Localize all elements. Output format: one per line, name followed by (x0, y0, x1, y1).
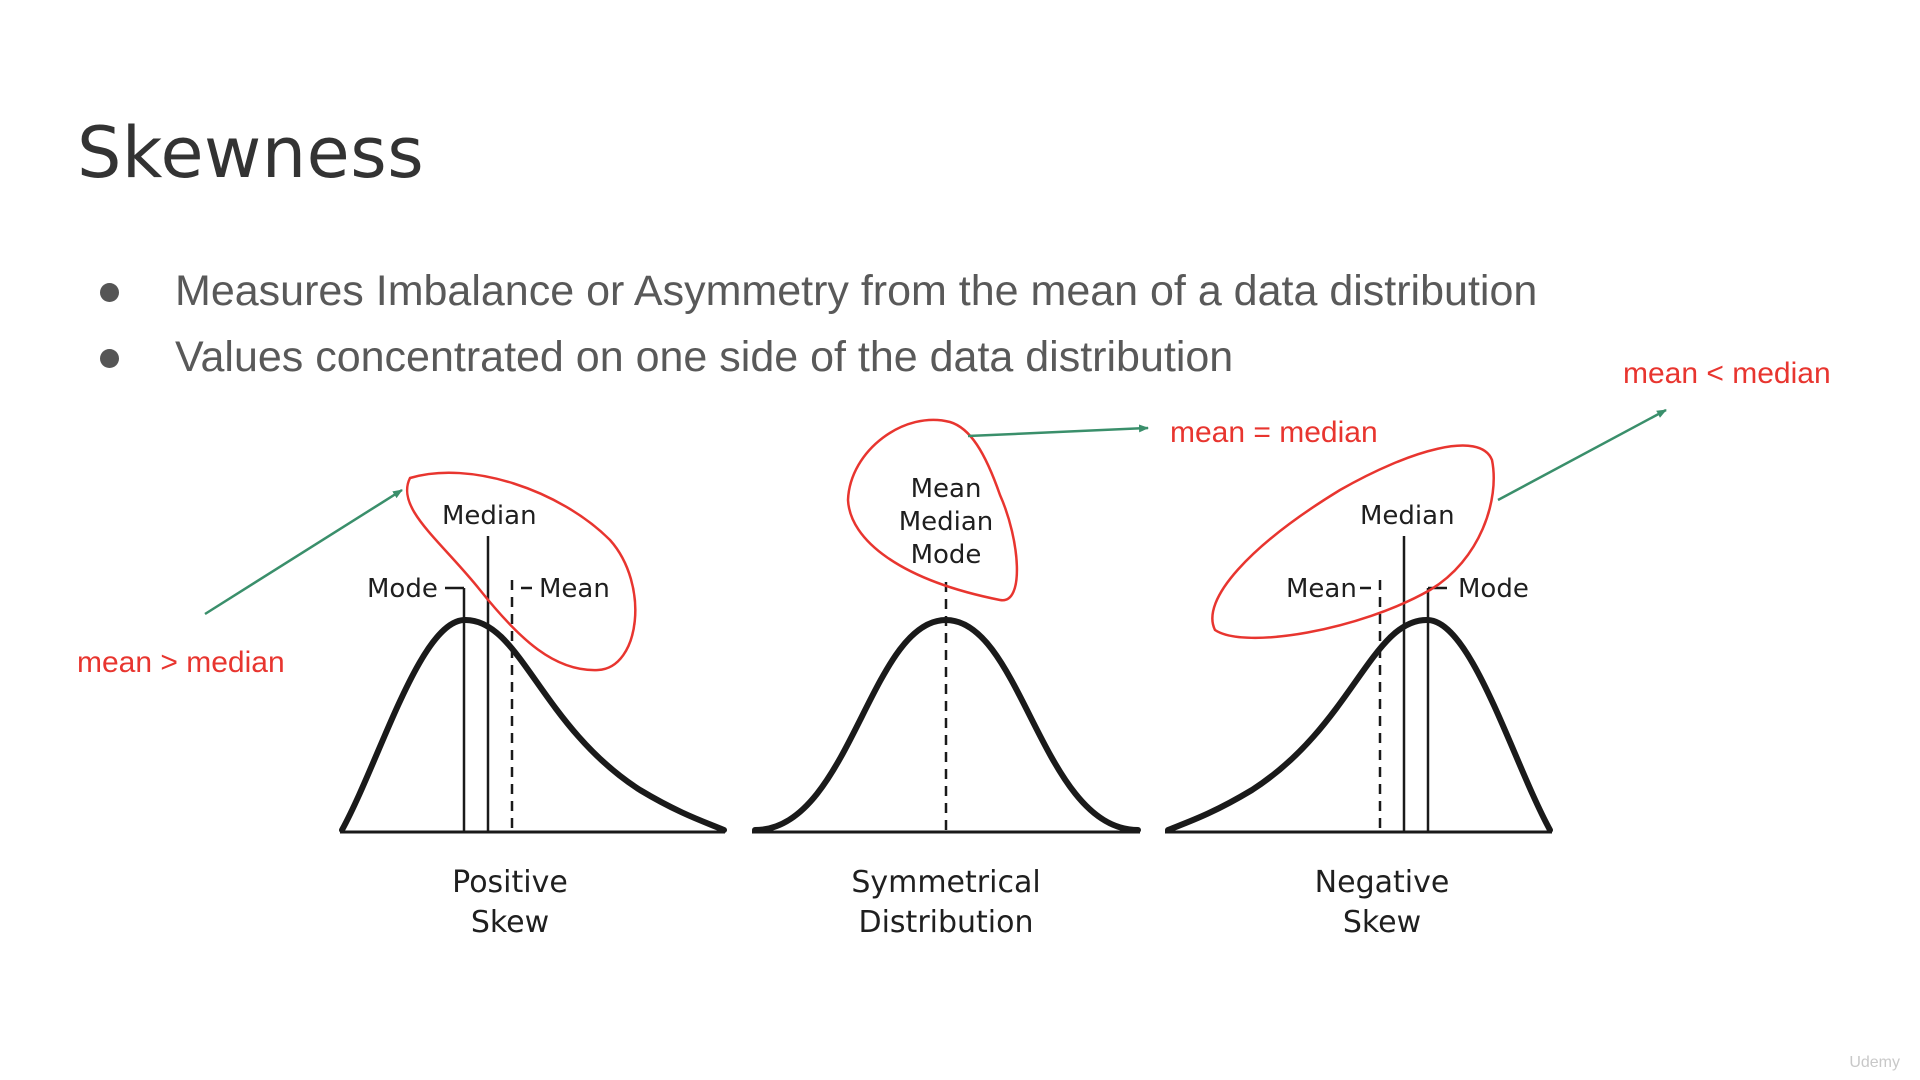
negative-mode-label: Mode (1458, 574, 1529, 604)
bullet-item: Measures Imbalance or Asymmetry from the… (100, 258, 1537, 324)
positive-caption-line2: Skew (471, 905, 549, 940)
positive-mode-label: Mode (367, 574, 438, 604)
symmetrical-median-label: Median (899, 507, 994, 537)
negative-caption-line1: Negative (1315, 865, 1450, 900)
udemy-watermark-logo: Udemy (1849, 1054, 1900, 1071)
symmetrical-annotation-loop (846, 418, 1019, 602)
bullet-list: Measures Imbalance or Asymmetry from the… (100, 258, 1537, 390)
positive-annotation-text: mean > median (77, 646, 285, 679)
bullet-text: Measures Imbalance or Asymmetry from the… (175, 267, 1538, 315)
symmetrical-annotation-text: mean = median (1170, 416, 1378, 449)
positive-mean-label: Mean (539, 574, 610, 604)
negative-skew-diagram: Mean Median Mode Negative Skew (1165, 501, 1553, 940)
symmetrical-mode-label: Mode (911, 540, 982, 570)
symmetrical-mean-label: Mean (911, 474, 982, 504)
bullet-item: Values concentrated on one side of the d… (100, 324, 1537, 390)
symmetrical-caption-line2: Distribution (858, 905, 1033, 940)
bullet-dot-icon (100, 349, 119, 368)
symmetrical-arrow (967, 424, 1149, 438)
negative-annotation-loop (1211, 444, 1495, 640)
symmetrical-caption-line1: Symmetrical (851, 865, 1040, 900)
bullet-dot-icon (100, 283, 119, 302)
negative-mean-label: Mean (1286, 574, 1357, 604)
negative-skew-curve (1165, 616, 1553, 833)
slide-title: Skewness (77, 112, 425, 194)
positive-skew-curve (339, 616, 727, 833)
positive-median-label: Median (442, 501, 537, 531)
symmetrical-diagram: Mean Median Mode Symmetrical Distributio… (752, 474, 1141, 940)
positive-skew-diagram: Mode Median Mean Positive Skew (339, 501, 727, 940)
positive-arrow (204, 488, 403, 616)
positive-annotation-loop (405, 471, 637, 672)
negative-arrow (1497, 408, 1667, 502)
bullet-text: Values concentrated on one side of the d… (175, 333, 1234, 381)
negative-median-label: Median (1360, 501, 1455, 531)
positive-caption-line1: Positive (452, 865, 568, 900)
negative-annotation-text: mean < median (1623, 357, 1831, 390)
negative-caption-line2: Skew (1343, 905, 1421, 940)
